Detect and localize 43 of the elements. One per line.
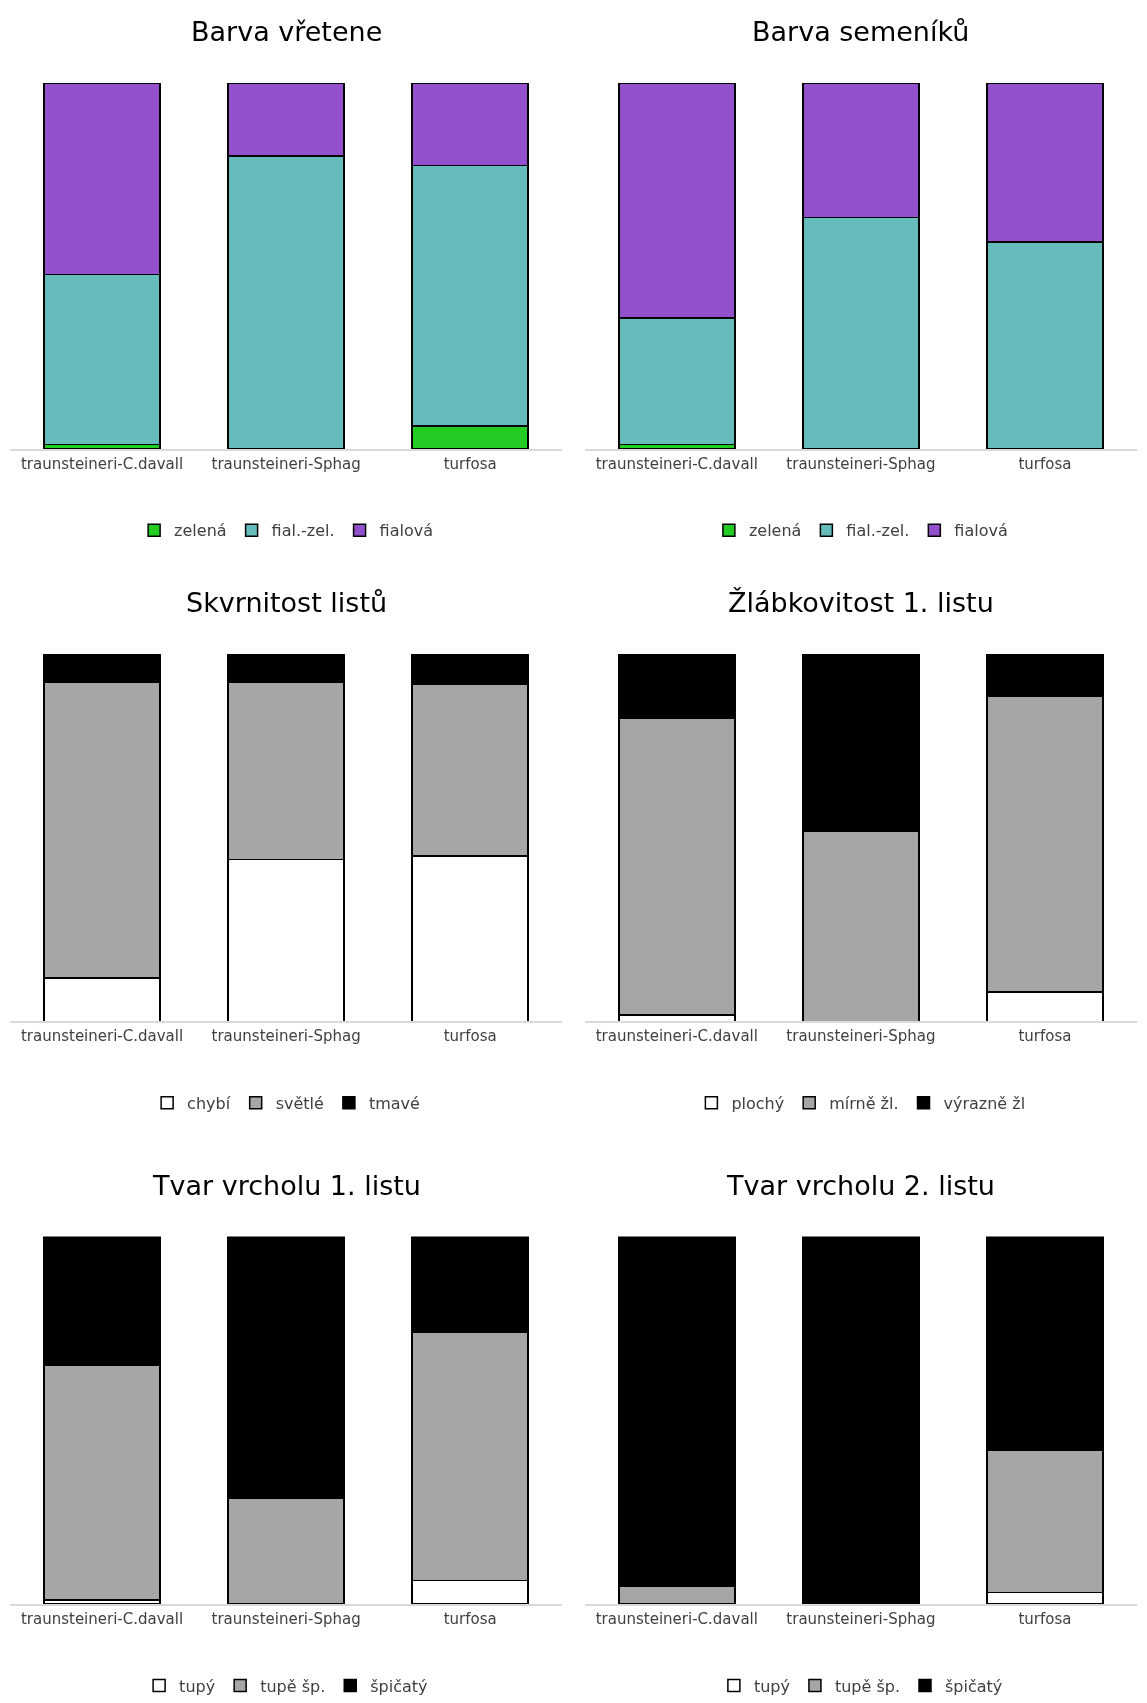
legend-label: zelená (748, 521, 802, 541)
legend-label: výrazně žl (943, 1093, 1026, 1113)
x-tick-label: traunsteineri-Sphag (211, 1609, 361, 1628)
x-tick-label: turfosa (443, 1609, 497, 1628)
x-tick-label: turfosa (1018, 1027, 1072, 1046)
legend-label: tupý (179, 1676, 216, 1696)
legend-label: špičatý (945, 1676, 1003, 1696)
legend-label: chybí (187, 1093, 231, 1113)
bar (802, 1236, 920, 1603)
chart-title: Barva semeníků (752, 16, 970, 47)
chart-title: Skvrnitost listů (186, 587, 388, 618)
x-tick-label: traunsteineri-C.davall (20, 1027, 184, 1046)
x-tick-label: traunsteineri-C.davall (20, 454, 184, 473)
legend-label: špičatý (370, 1676, 428, 1696)
legend-label: zelená (174, 521, 227, 541)
x-tick-label: traunsteineri-Sphag (786, 1609, 936, 1628)
legend-label: fialová (379, 521, 433, 541)
legend-label: fialová (954, 521, 1008, 541)
x-tick-label: traunsteineri-Sphag (786, 454, 936, 473)
chart-title: Tvar vrcholu 1. listu (152, 1170, 421, 1201)
x-tick-label: turfosa (1018, 454, 1072, 473)
chart-title: Barva vřetene (191, 16, 383, 47)
x-tick-label: turfosa (443, 454, 497, 473)
legend-label: tupý (753, 1676, 790, 1696)
chart-title: Tvar vrcholu 2. listu (726, 1170, 995, 1201)
legend-label: fial.-zel. (271, 521, 335, 541)
legend-label: tmavé (368, 1093, 420, 1113)
legend-label: plochý (731, 1093, 785, 1113)
x-tick-label: traunsteineri-C.davall (595, 454, 758, 473)
x-tick-label: turfosa (443, 1027, 497, 1046)
legend-label: fial.-zel. (846, 521, 910, 541)
x-tick-label: turfosa (1018, 1609, 1072, 1628)
x-tick-label: traunsteineri-Sphag (211, 1027, 361, 1046)
legend-label: mírně žl. (829, 1093, 899, 1113)
legend-label: světlé (275, 1093, 324, 1113)
x-tick-label: traunsteineri-C.davall (20, 1609, 184, 1628)
x-tick-label: traunsteineri-C.davall (595, 1609, 758, 1628)
chart-title: Žlábkovitost 1. listu (728, 587, 994, 618)
legend-label: tupě šp. (834, 1676, 901, 1696)
x-tick-label: traunsteineri-Sphag (786, 1027, 936, 1046)
x-tick-label: traunsteineri-C.davall (595, 1027, 758, 1046)
x-tick-label: traunsteineri-Sphag (211, 454, 361, 473)
legend-label: tupě šp. (260, 1676, 326, 1696)
